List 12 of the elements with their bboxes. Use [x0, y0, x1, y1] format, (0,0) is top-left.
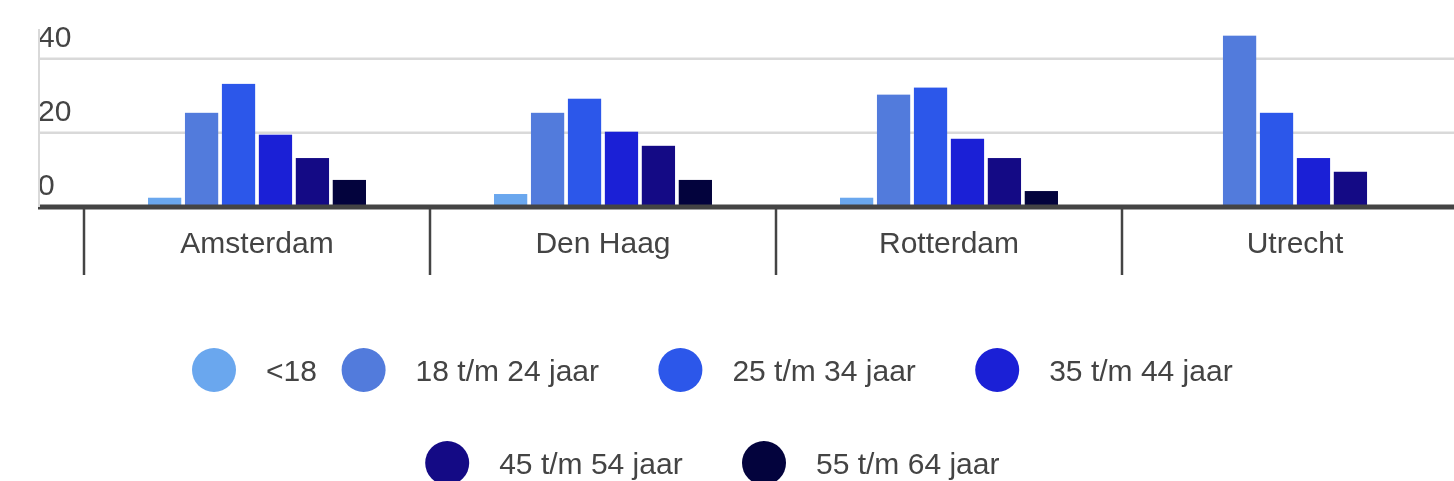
legend-label: 25 t/m 34 jaar — [732, 353, 916, 387]
legend-label: 18 t/m 24 jaar — [415, 353, 600, 387]
y-tick-label: 20 — [38, 93, 72, 127]
y-tick-label: 40 — [38, 19, 72, 53]
legend-label: <18 — [266, 353, 317, 387]
legend-label: 35 t/m 44 jaar — [1049, 353, 1233, 387]
x-tick-label: Amsterdam — [180, 225, 334, 259]
x-tick-label: Rotterdam — [878, 225, 1020, 259]
x-tick-label: Utrecht — [1246, 225, 1345, 259]
x-tick-label: Den Haag — [535, 225, 671, 259]
legend-label: 55 t/m 64 jaar — [816, 446, 1000, 480]
legend-label: 45 t/m 54 jaar — [499, 446, 683, 480]
